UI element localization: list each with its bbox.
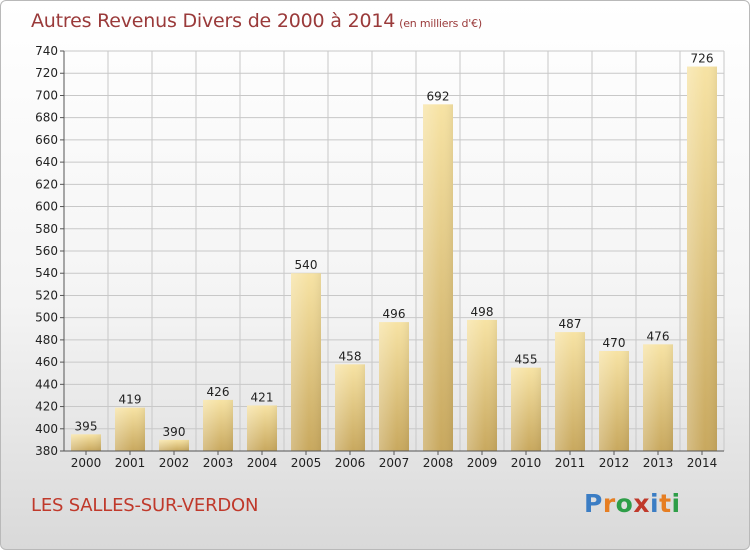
value-label-2007: 496: [383, 307, 406, 321]
value-label-2000: 395: [75, 419, 98, 433]
y-tick-label: 500: [35, 311, 58, 325]
value-label-2008: 692: [427, 89, 450, 103]
y-tick-label: 660: [35, 133, 58, 147]
x-tick-label-2010: 2010: [511, 456, 542, 470]
value-label-2013: 476: [647, 329, 670, 343]
value-labels: 395 419 390 426 421 540 458 496 692 498 455 487 470 4…: [75, 52, 714, 439]
y-tick-label: 720: [35, 66, 58, 80]
value-label-2002: 390: [163, 425, 186, 439]
bar-shading-2005: [291, 273, 321, 451]
bar-shading-2012: [599, 351, 629, 451]
title-unit: (en milliers d'€): [399, 17, 483, 30]
value-label-2001: 419: [119, 393, 142, 407]
bar-shading-2002: [159, 439, 189, 451]
y-tick-label: 420: [35, 400, 58, 414]
logo-letter: t: [659, 489, 672, 518]
y-tick-label: 680: [35, 111, 58, 125]
value-label-2009: 498: [471, 305, 494, 319]
commune-name: LES SALLES-SUR-VERDON: [31, 495, 259, 516]
x-tick-label-2014: 2014: [687, 456, 718, 470]
y-tick-label: 540: [35, 266, 58, 280]
bars: [71, 66, 717, 452]
x-tick-label-2004: 2004: [247, 456, 278, 470]
bar-shading-2008: [423, 104, 453, 451]
x-tick-label-2000: 2000: [71, 456, 102, 470]
value-label-2011: 487: [559, 317, 582, 331]
logo-letter: o: [615, 489, 634, 518]
y-tick-label: 640: [35, 155, 58, 169]
logo-letter: x: [633, 489, 650, 518]
bar-shading-2006: [335, 364, 365, 451]
bar-shading-2014: [687, 66, 717, 452]
logo-letter: P: [584, 489, 603, 518]
logo-letter: i: [671, 489, 681, 518]
y-tick-label: 580: [35, 222, 58, 236]
y-tick-label: 600: [35, 200, 58, 214]
y-tick-label: 440: [35, 377, 58, 391]
value-label-2004: 421: [251, 390, 274, 404]
x-tick-label-2002: 2002: [159, 456, 190, 470]
value-label-2003: 426: [207, 385, 230, 399]
bar-shading-2010: [511, 367, 541, 451]
axes: 380 400 420 440 460 480 500 520 540 560 580 600 620 6…: [35, 44, 724, 470]
x-tick-label-2003: 2003: [203, 456, 234, 470]
value-label-2006: 458: [339, 349, 362, 363]
bar-shading-2003: [203, 399, 233, 451]
bar-shading-2000: [71, 434, 101, 451]
x-tick-label-2001: 2001: [115, 456, 146, 470]
bar-shading-2009: [467, 319, 497, 451]
value-label-2014: 726: [691, 52, 714, 66]
y-tick-label: 460: [35, 355, 58, 369]
x-tick-label-2007: 2007: [379, 456, 410, 470]
y-tick-label: 400: [35, 422, 58, 436]
bar-shading-2001: [115, 407, 145, 451]
chart-title: Autres Revenus Divers de 2000 à 2014 (en …: [31, 10, 482, 32]
value-label-2005: 540: [295, 258, 318, 272]
y-tick-label: 620: [35, 177, 58, 191]
y-tick-label: 700: [35, 88, 58, 102]
proxiti-logo: Proxiti: [584, 489, 681, 518]
y-tick-label: 480: [35, 333, 58, 347]
logo-letter: i: [650, 489, 660, 518]
x-tick-label-2005: 2005: [291, 456, 322, 470]
y-tick-label: 520: [35, 288, 58, 302]
bar-shading-2007: [379, 322, 409, 451]
x-tick-label-2009: 2009: [467, 456, 498, 470]
x-tick-label-2012: 2012: [599, 456, 630, 470]
x-tick-label-2011: 2011: [555, 456, 586, 470]
value-label-2012: 470: [603, 336, 626, 350]
x-tick-label-2013: 2013: [643, 456, 674, 470]
y-tick-label: 380: [35, 444, 58, 458]
bar-shading-2013: [643, 344, 673, 451]
y-tick-label: 560: [35, 244, 58, 258]
value-label-2010: 455: [515, 353, 538, 367]
logo-letter: r: [602, 489, 616, 518]
title-text: Autres Revenus Divers de 2000 à 2014: [31, 10, 396, 32]
y-tick-label: 740: [35, 44, 58, 58]
bar-shading-2004: [247, 405, 277, 451]
x-tick-label-2008: 2008: [423, 456, 454, 470]
x-tick-label-2006: 2006: [335, 456, 366, 470]
bar-shading-2011: [555, 332, 585, 451]
